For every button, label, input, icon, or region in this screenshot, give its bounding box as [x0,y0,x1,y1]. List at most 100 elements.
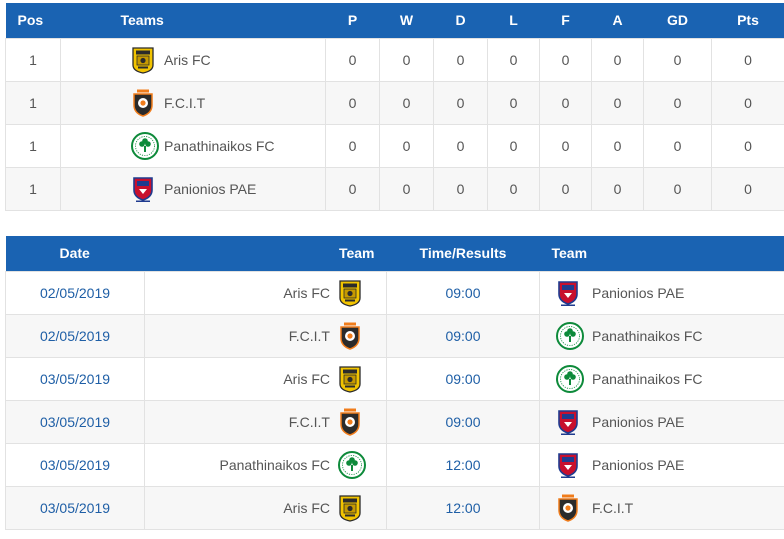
points-cell: 0 [711,37,784,82]
team-cell: Aris FC [60,37,326,82]
team-info[interactable]: Panionios PAE [67,175,325,203]
aris-logo-icon [338,494,362,522]
team-name[interactable]: Aris FC [164,51,211,68]
goals-for-cell: 0 [539,166,592,211]
lost-cell: 0 [487,166,540,211]
home-team-info[interactable]: Aris FC [145,494,386,522]
away-team-cell: F.C.I.T [539,485,784,530]
away-team-name[interactable]: Panathinaikos FC [592,327,703,344]
position-cell: 1 [5,166,61,211]
header-played[interactable]: P [325,3,380,38]
drawn-cell: 0 [433,123,488,168]
goals-against-cell: 0 [591,123,644,168]
panionios-logo-icon [556,408,580,436]
team-name[interactable]: Panathinaikos FC [164,137,275,154]
away-team-info[interactable]: Panionios PAE [540,451,784,479]
fixture-row: 03/05/2019 Panathinaikos FC 12:00 Panioni… [5,442,784,487]
fcit-logo-icon [338,322,362,350]
away-team-info[interactable]: F.C.I.T [540,494,784,522]
away-team-name[interactable]: F.C.I.T [592,499,634,516]
team-info[interactable]: Aris FC [67,46,325,74]
goal-diff-cell: 0 [643,80,712,125]
goals-against-cell: 0 [591,80,644,125]
away-team-info[interactable]: Panathinaikos FC [540,364,784,393]
header-pos[interactable]: Pos [5,3,61,38]
won-cell: 0 [379,123,434,168]
goals-for-cell: 0 [539,80,592,125]
home-team-cell: Panathinaikos FC [144,442,387,487]
fcit-logo-icon [338,408,362,436]
fixture-date: 03/05/2019 [5,442,145,487]
home-team-info[interactable]: Aris FC [145,365,386,393]
header-against[interactable]: A [591,3,644,38]
panionios-logo-icon [556,279,580,307]
home-team-name[interactable]: Panathinaikos FC [219,456,330,473]
standings-table: Pos Teams P W D L F A GD Pts 1 Aris FC 0 0… [5,3,784,211]
fixture-row: 03/05/2019 F.C.I.T 09:00 Panionios PAE [5,399,784,444]
played-cell: 0 [325,37,380,82]
fixture-time[interactable]: 12:00 [386,442,540,487]
away-team-info[interactable]: Panathinaikos FC [540,321,784,350]
panionios-logo-icon [131,175,155,203]
home-team-info[interactable]: Aris FC [145,279,386,307]
lost-cell: 0 [487,80,540,125]
fixture-time[interactable]: 09:00 [386,356,540,401]
home-team-info[interactable]: F.C.I.T [145,408,386,436]
panathinaikos-logo-icon [131,131,159,160]
aris-logo-icon [338,365,362,393]
goal-diff-cell: 0 [643,37,712,82]
home-team-name[interactable]: Aris FC [283,284,330,301]
panathinaikos-logo-icon [556,364,584,393]
drawn-cell: 0 [433,37,488,82]
fixture-time[interactable]: 09:00 [386,399,540,444]
standings-header-row: Pos Teams P W D L F A GD Pts [5,3,784,38]
header-lost[interactable]: L [487,3,540,38]
header-time-results: Time/Results [386,236,540,271]
header-for[interactable]: F [539,3,592,38]
fixture-date: 03/05/2019 [5,399,145,444]
won-cell: 0 [379,166,434,211]
team-name[interactable]: Panionios PAE [164,180,257,197]
home-team-info[interactable]: F.C.I.T [145,322,386,350]
home-team-cell: Aris FC [144,356,387,401]
fixture-time[interactable]: 09:00 [386,313,540,358]
home-team-name[interactable]: Aris FC [283,499,330,516]
away-team-name[interactable]: Panionios PAE [592,456,685,473]
played-cell: 0 [325,123,380,168]
panathinaikos-logo-icon [338,450,366,479]
header-date: Date [5,236,145,271]
standings-row: 1 Panionios PAE 0 0 0 0 0 0 0 0 [5,166,784,211]
fixture-row: 03/05/2019 Aris FC 12:00 F.C.I.T [5,485,784,530]
home-team-cell: F.C.I.T [144,399,387,444]
header-teams[interactable]: Teams [60,3,326,38]
home-team-name[interactable]: Aris FC [283,370,330,387]
away-team-info[interactable]: Panionios PAE [540,408,784,436]
header-points[interactable]: Pts [711,3,784,38]
home-team-info[interactable]: Panathinaikos FC [145,450,386,479]
played-cell: 0 [325,166,380,211]
fixture-time[interactable]: 12:00 [386,485,540,530]
header-won[interactable]: W [379,3,434,38]
away-team-cell: Panionios PAE [539,442,784,487]
lost-cell: 0 [487,123,540,168]
team-name[interactable]: F.C.I.T [164,94,206,111]
team-info[interactable]: F.C.I.T [67,89,325,117]
team-cell: Panionios PAE [60,166,326,211]
away-team-name[interactable]: Panathinaikos FC [592,370,703,387]
home-team-name[interactable]: F.C.I.T [288,327,330,344]
header-drawn[interactable]: D [433,3,488,38]
home-team-name[interactable]: F.C.I.T [288,413,330,430]
fixture-time[interactable]: 09:00 [386,270,540,315]
goal-diff-cell: 0 [643,123,712,168]
aris-logo-icon [338,279,362,307]
lost-cell: 0 [487,37,540,82]
won-cell: 0 [379,80,434,125]
header-goal-diff[interactable]: GD [643,3,712,38]
away-team-name[interactable]: Panionios PAE [592,284,685,301]
away-team-info[interactable]: Panionios PAE [540,279,784,307]
team-cell: F.C.I.T [60,80,326,125]
away-team-name[interactable]: Panionios PAE [592,413,685,430]
fixtures-table: Date Team Time/Results Team 02/05/2019 Ar… [5,236,784,530]
position-cell: 1 [5,80,61,125]
team-info[interactable]: Panathinaikos FC [67,131,325,160]
